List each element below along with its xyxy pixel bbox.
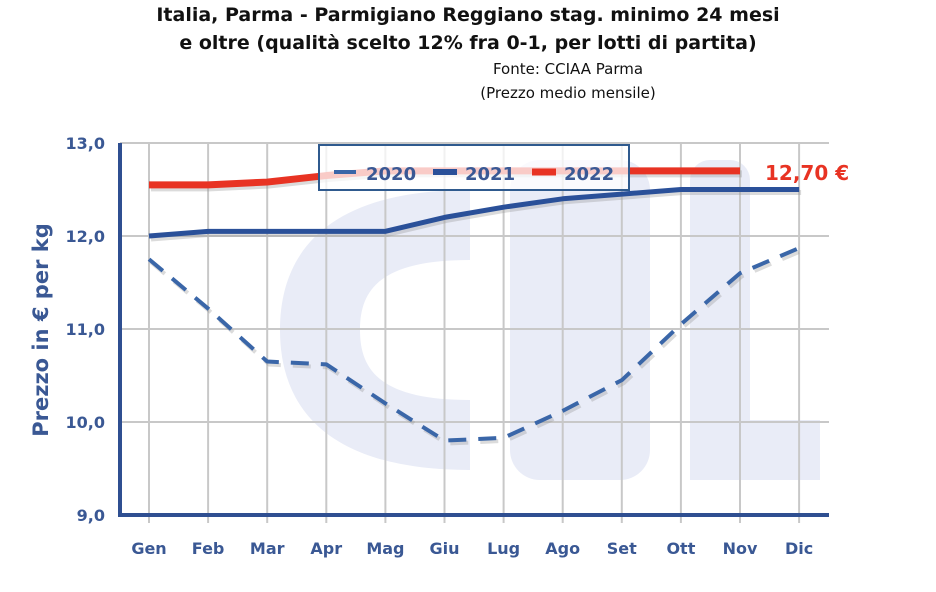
x-tick-label: Lug bbox=[487, 539, 520, 558]
x-tick-label: Gen bbox=[131, 539, 166, 558]
y-tick-label: 12,0 bbox=[66, 227, 105, 246]
x-tick-label: Mag bbox=[366, 539, 404, 558]
chart-subtitle: (Prezzo medio mensile) bbox=[480, 84, 656, 102]
legend-label-2021: 2021 bbox=[465, 164, 515, 185]
last-value-annotation: 12,70 € bbox=[765, 161, 849, 185]
y-tick-label: 13,0 bbox=[66, 134, 105, 153]
series-line-2021 bbox=[148, 187, 800, 239]
series-shadow-2021 bbox=[150, 190, 802, 242]
x-tick-label: Set bbox=[607, 539, 637, 558]
x-tick-label: Feb bbox=[192, 539, 225, 558]
y-axis-label: Prezzo in € per kg bbox=[29, 223, 53, 437]
x-tick-label: Ott bbox=[666, 539, 695, 558]
legend: 2020 2021 2022 bbox=[318, 144, 630, 191]
x-tick-label: Ago bbox=[545, 539, 580, 558]
x-tick-label: Apr bbox=[310, 539, 342, 558]
x-tick-label: Mar bbox=[250, 539, 285, 558]
x-tick-label: Giu bbox=[429, 539, 459, 558]
y-tick-label: 9,0 bbox=[77, 506, 105, 525]
chart-title-line1: Italia, Parma - Parmigiano Reggiano stag… bbox=[156, 4, 780, 26]
series-shadow-2020 bbox=[149, 249, 802, 446]
chart-title-line2: e oltre (qualità scelto 12% fra 0-1, per… bbox=[179, 32, 757, 54]
legend-label-2020: 2020 bbox=[366, 164, 416, 185]
y-tick-label: 10,0 bbox=[66, 413, 105, 432]
legend-background bbox=[320, 146, 628, 189]
legend-label-2022: 2022 bbox=[564, 164, 614, 185]
x-tick-label: Nov bbox=[723, 539, 758, 558]
chart-source: Fonte: CCIAA Parma bbox=[492, 60, 644, 78]
x-tick-label: Dic bbox=[785, 539, 813, 558]
y-tick-label: 11,0 bbox=[66, 320, 105, 339]
series-line-2020 bbox=[147, 246, 800, 443]
